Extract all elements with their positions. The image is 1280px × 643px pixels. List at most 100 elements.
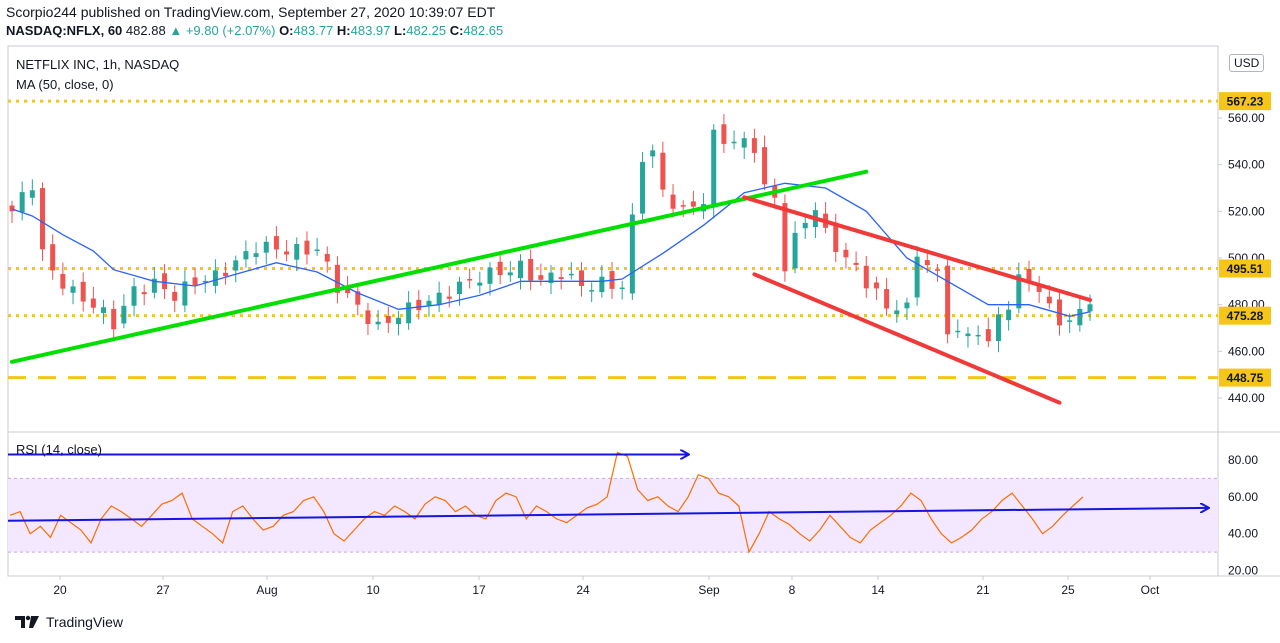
candle-body [395,317,401,325]
candle-body [802,222,808,229]
price-level-label: 448.75 [1227,371,1264,385]
candle-body [80,281,86,302]
candle-body [690,201,696,207]
candle-body [202,280,208,283]
candle-body [477,282,483,286]
date-tick-label: 21 [976,583,990,597]
price-level-label: 567.23 [1227,95,1264,109]
currency-badge[interactable]: USD [1229,54,1265,72]
candle-body [263,241,269,253]
candle-body [456,281,462,295]
high-value: 483.97 [350,23,391,38]
candle-body [955,330,961,333]
candle-body [9,205,15,212]
candle-body [60,273,66,289]
candle-body [853,262,859,265]
ma-legend: MA (50, close, 0) [16,77,114,92]
candle-body [406,302,412,324]
candle-body [426,300,432,306]
candle-body [924,260,930,266]
publisher-line: Scorpio244 published on TradingView.com,… [6,4,496,20]
candle-body [19,192,25,213]
candle-body [579,270,585,286]
date-tick-label: Oct [1141,583,1160,597]
candle-body [334,264,340,293]
open-label: O: [279,23,294,38]
candle-body [894,310,900,315]
candle-body [50,244,56,271]
candle-body [467,279,473,281]
high-label: H: [336,23,351,38]
date-tick-label: 14 [871,583,885,597]
candle-body [548,272,554,283]
candle-body [904,302,910,309]
rsi-lower-line [7,508,1208,522]
candle-body [101,307,107,314]
candle-body [40,188,46,250]
candle-body [233,260,239,271]
candle-body [782,203,788,272]
candle-body [1067,320,1073,322]
candle-body [416,299,422,311]
candle-body [131,286,137,306]
up-arrow-icon: ▲ [169,23,183,38]
candle-body [589,290,595,292]
candle-body [365,310,371,324]
candle-body [1056,299,1062,326]
candle-body [345,287,351,294]
date-tick-label: 17 [472,583,486,597]
candle-body [660,152,666,190]
candle-body [843,249,849,258]
candle-body [528,258,534,281]
low-label: L: [394,23,407,38]
date-tick-label: 27 [156,583,170,597]
candle-body [873,282,879,289]
candle-body [304,240,310,255]
candle-body [172,291,178,301]
candle-body [1077,308,1083,326]
candle-body [1087,304,1093,312]
symbol-label: NASDAQ:NFLX, 60 [6,23,123,38]
price-level-label: 475.28 [1227,309,1264,323]
candle-body [914,256,920,298]
candle-body [650,150,656,157]
date-tick-label: 24 [576,583,590,597]
candle-body [1036,283,1042,292]
rsi-legend: RSI (14, close) [16,442,102,457]
date-tick-label: 25 [1061,583,1075,597]
candle-body [314,249,320,251]
candle-body [762,147,768,185]
candle-body [568,273,574,276]
candle-body [1046,296,1052,304]
candle-body [507,272,513,276]
rsi-tick-label: 20.00 [1228,564,1258,578]
candle-body [629,214,635,294]
rsi-tick-label: 40.00 [1228,527,1258,541]
candle-body [558,277,564,279]
candle-body [29,190,35,198]
date-tick-label: 8 [789,583,796,597]
candle-body [294,244,300,260]
candle-body [446,296,452,299]
candle-body [945,265,951,335]
candle-body [934,269,940,271]
candle-body [538,275,544,280]
candle-body [497,261,503,276]
tradingview-brand: TradingView [46,614,124,630]
price-level-badge [1219,368,1271,387]
candle-body [751,138,757,153]
candle-body [121,305,127,324]
candle-body [985,329,991,342]
open-value: 483.77 [293,23,334,38]
candle-body [273,236,279,250]
candle-body [1006,309,1012,321]
price-tick-label: 560.00 [1228,111,1265,125]
channel-lower-trendline [752,272,1062,405]
price-level-badge [1219,259,1271,278]
tradingview-logo-icon [15,615,39,628]
date-tick-label: 20 [53,583,67,597]
candle-body [162,273,168,290]
candle-body [212,270,218,286]
candle-body [111,308,117,330]
